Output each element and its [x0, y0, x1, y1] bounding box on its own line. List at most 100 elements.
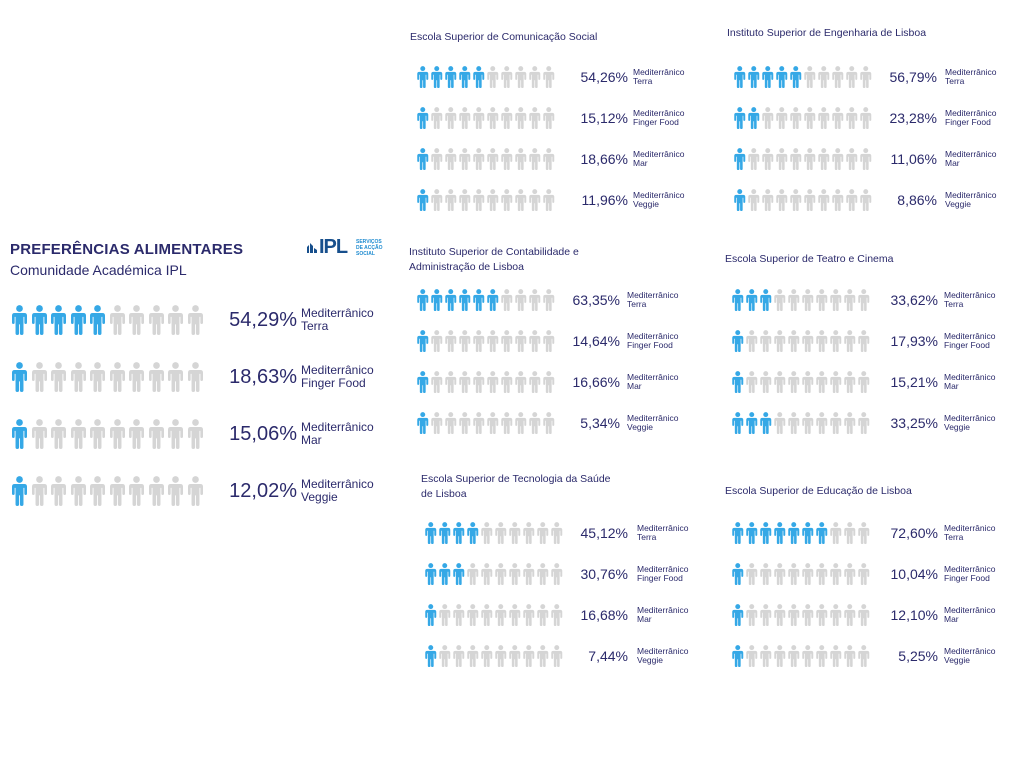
person-icon-empty — [501, 412, 513, 434]
person-icon-empty — [760, 645, 772, 667]
percentage-value: 7,44% — [588, 647, 628, 664]
chart-group-iscal: Instituto Superior de Contabilidade e Ad… — [409, 245, 679, 434]
person-icon-empty — [802, 371, 814, 393]
icon-array — [416, 66, 556, 88]
pictogram-row: 56,79% Mediterrânico Terra — [733, 66, 1024, 88]
percentage-value: 11,96% — [581, 191, 628, 208]
percentage-value: 16,66% — [572, 373, 620, 390]
percentage-value: 23,28% — [889, 109, 937, 126]
person-icon-empty — [473, 371, 485, 393]
percentage-value: 33,25% — [890, 414, 938, 431]
person-icon-filled — [774, 522, 786, 544]
person-icon-empty — [543, 107, 555, 129]
person-icon-filled — [788, 522, 800, 544]
person-icon-empty — [844, 604, 856, 626]
person-icon-empty — [760, 563, 772, 585]
category-label-line2: Mar — [637, 613, 652, 624]
category-label-line2: Terra — [945, 75, 965, 86]
pictogram-row: 18,63% Mediterrânico Finger Food — [10, 362, 401, 392]
category-label: Mediterrânico Terra — [627, 291, 679, 309]
person-icon-empty — [746, 645, 758, 667]
person-icon-filled — [790, 66, 802, 88]
person-icon-empty — [802, 412, 814, 434]
person-icon-empty — [543, 189, 555, 211]
person-icon-empty — [481, 604, 493, 626]
person-icon-filled — [417, 330, 429, 352]
pictogram-row: 54,29% Mediterrânico Terra — [10, 305, 401, 335]
chart-group-isel: Instituto Superior de Engenharia de Lisb… — [727, 26, 997, 211]
category-label-line2: Veggie — [944, 421, 970, 432]
person-icon-empty — [90, 419, 105, 449]
category-label-line2: Terra — [637, 531, 657, 542]
pictogram-row: 17,93% Mediterrânico Finger Food — [731, 330, 1024, 352]
person-icon-empty — [832, 66, 844, 88]
person-icon-empty — [543, 330, 555, 352]
person-icon-empty — [168, 362, 183, 392]
person-icon-empty — [774, 289, 786, 311]
person-icon-empty — [858, 289, 870, 311]
category-label: Mediterrânico Terra — [633, 68, 685, 86]
percentage-value: 30,76% — [580, 565, 628, 582]
person-icon-empty — [129, 305, 144, 335]
category-label-line2: Veggie — [627, 421, 653, 432]
person-icon-empty — [774, 371, 786, 393]
person-icon-empty — [529, 371, 541, 393]
category-label: Mediterrânico Finger Food — [944, 332, 996, 350]
person-icon-filled — [431, 289, 443, 311]
person-icon-empty — [790, 107, 802, 129]
person-icon-empty — [501, 289, 513, 311]
icon-array — [416, 189, 556, 211]
person-icon-filled — [459, 66, 471, 88]
person-icon-filled — [12, 476, 27, 506]
person-icon-filled — [760, 522, 772, 544]
person-icon-empty — [802, 645, 814, 667]
person-icon-empty — [148, 419, 164, 449]
person-icon-empty — [802, 330, 814, 352]
category-label: Mediterrânico Veggie — [633, 191, 685, 209]
category-label: Mediterrânico Finger Food — [945, 109, 997, 127]
person-icon-empty — [51, 419, 66, 449]
person-icon-filled — [425, 645, 437, 667]
percentage-value: 12,10% — [890, 606, 938, 623]
category-label-line1: Mediterrânico — [944, 564, 996, 575]
person-icon-empty — [776, 107, 788, 129]
person-icon-empty — [776, 189, 788, 211]
category-label: Mediterrânico Terra — [301, 307, 374, 332]
person-icon-empty — [760, 330, 772, 352]
person-icon-empty — [187, 362, 203, 392]
person-icon-empty — [509, 522, 521, 544]
person-icon-empty — [515, 289, 527, 311]
icon-array — [733, 107, 873, 129]
logo-mark-text: IPL — [319, 236, 348, 258]
person-icon-empty — [774, 645, 786, 667]
percentage-value: 5,34% — [580, 414, 620, 431]
category-label-line2: Veggie — [633, 198, 659, 209]
category-label-line2: Mar — [627, 380, 642, 391]
person-icon-empty — [788, 563, 800, 585]
category-label-line1: Mediterrânico — [944, 372, 996, 383]
person-icon-filled — [732, 330, 744, 352]
ipl-logo: IPL SERVIÇOS DE ACÇÃO SOCIAL — [306, 236, 388, 262]
group-title: Instituto Superior de Engenharia de Lisb… — [727, 27, 927, 39]
person-icon-filled — [425, 563, 437, 585]
percentage-value: 10,04% — [890, 565, 938, 582]
pictogram-row: 72,60% Mediterrânico Terra — [731, 522, 1024, 544]
person-icon-empty — [830, 563, 842, 585]
person-icon-empty — [509, 645, 521, 667]
person-icon-empty — [802, 563, 814, 585]
person-icon-empty — [830, 412, 842, 434]
person-icon-empty — [788, 289, 800, 311]
person-icon-empty — [804, 148, 816, 170]
person-icon-empty — [467, 563, 479, 585]
person-icon-empty — [776, 148, 788, 170]
icon-array — [10, 362, 205, 392]
person-icon-empty — [818, 66, 830, 88]
person-icon-empty — [515, 148, 527, 170]
category-label-line2: Finger Food — [301, 375, 366, 390]
icon-array — [424, 645, 564, 667]
person-icon-empty — [760, 604, 772, 626]
category-label: Mediterrânico Veggie — [301, 478, 374, 503]
person-icon-empty — [495, 522, 507, 544]
category-label: Mediterrânico Terra — [944, 291, 996, 309]
category-label-line1: Mediterrânico — [944, 331, 996, 342]
